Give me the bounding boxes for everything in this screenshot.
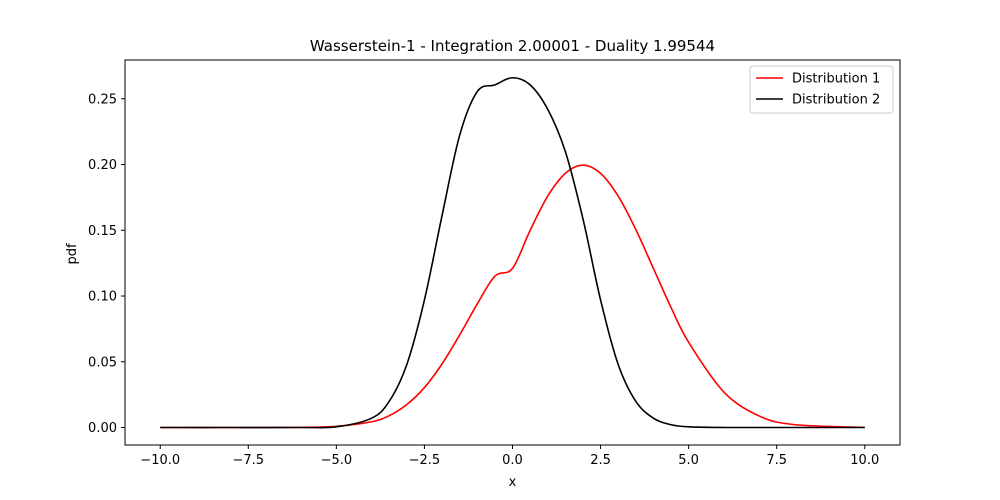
y-tick-label: 0.10 (88, 290, 117, 305)
x-tick-label: 7.5 (766, 453, 787, 468)
x-axis-label: x (509, 475, 517, 490)
x-tick-label: −10.0 (140, 453, 180, 468)
y-tick-label: 0.20 (88, 158, 117, 173)
series-line-2 (160, 76, 865, 429)
x-tick-label: −7.5 (233, 453, 265, 468)
y-tick-label: 0.25 (88, 92, 117, 107)
legend-entry-label: Distribution 1 (792, 72, 880, 87)
y-tick-label: 0.05 (88, 355, 117, 370)
legend-box (749, 65, 894, 114)
y-axis-label: pdf (65, 243, 80, 265)
x-tick-label: −2.5 (409, 453, 441, 468)
chart-title: Wasserstein-1 - Integration 2.00001 - Du… (310, 37, 715, 55)
legend: Distribution 1 Distribution 2 (749, 65, 894, 114)
y-tick-label: 0.15 (88, 224, 117, 239)
legend-entry-label: Distribution 2 (792, 93, 880, 108)
y-tick-label: 0.00 (88, 421, 117, 436)
x-tick-label: −5.0 (321, 453, 353, 468)
series-line-1 (160, 164, 865, 429)
x-tick-label: 2.5 (590, 453, 611, 468)
x-tick-label: 5.0 (678, 453, 699, 468)
x-tick-label: 10.0 (850, 453, 879, 468)
x-tick-label: 0.0 (502, 453, 523, 468)
axes: −10.0 −7.5 −5.0 −2.5 0.0 2.5 5.0 7.5 10.0 0.00 0.0… (88, 59, 901, 468)
plot-area (160, 76, 865, 429)
